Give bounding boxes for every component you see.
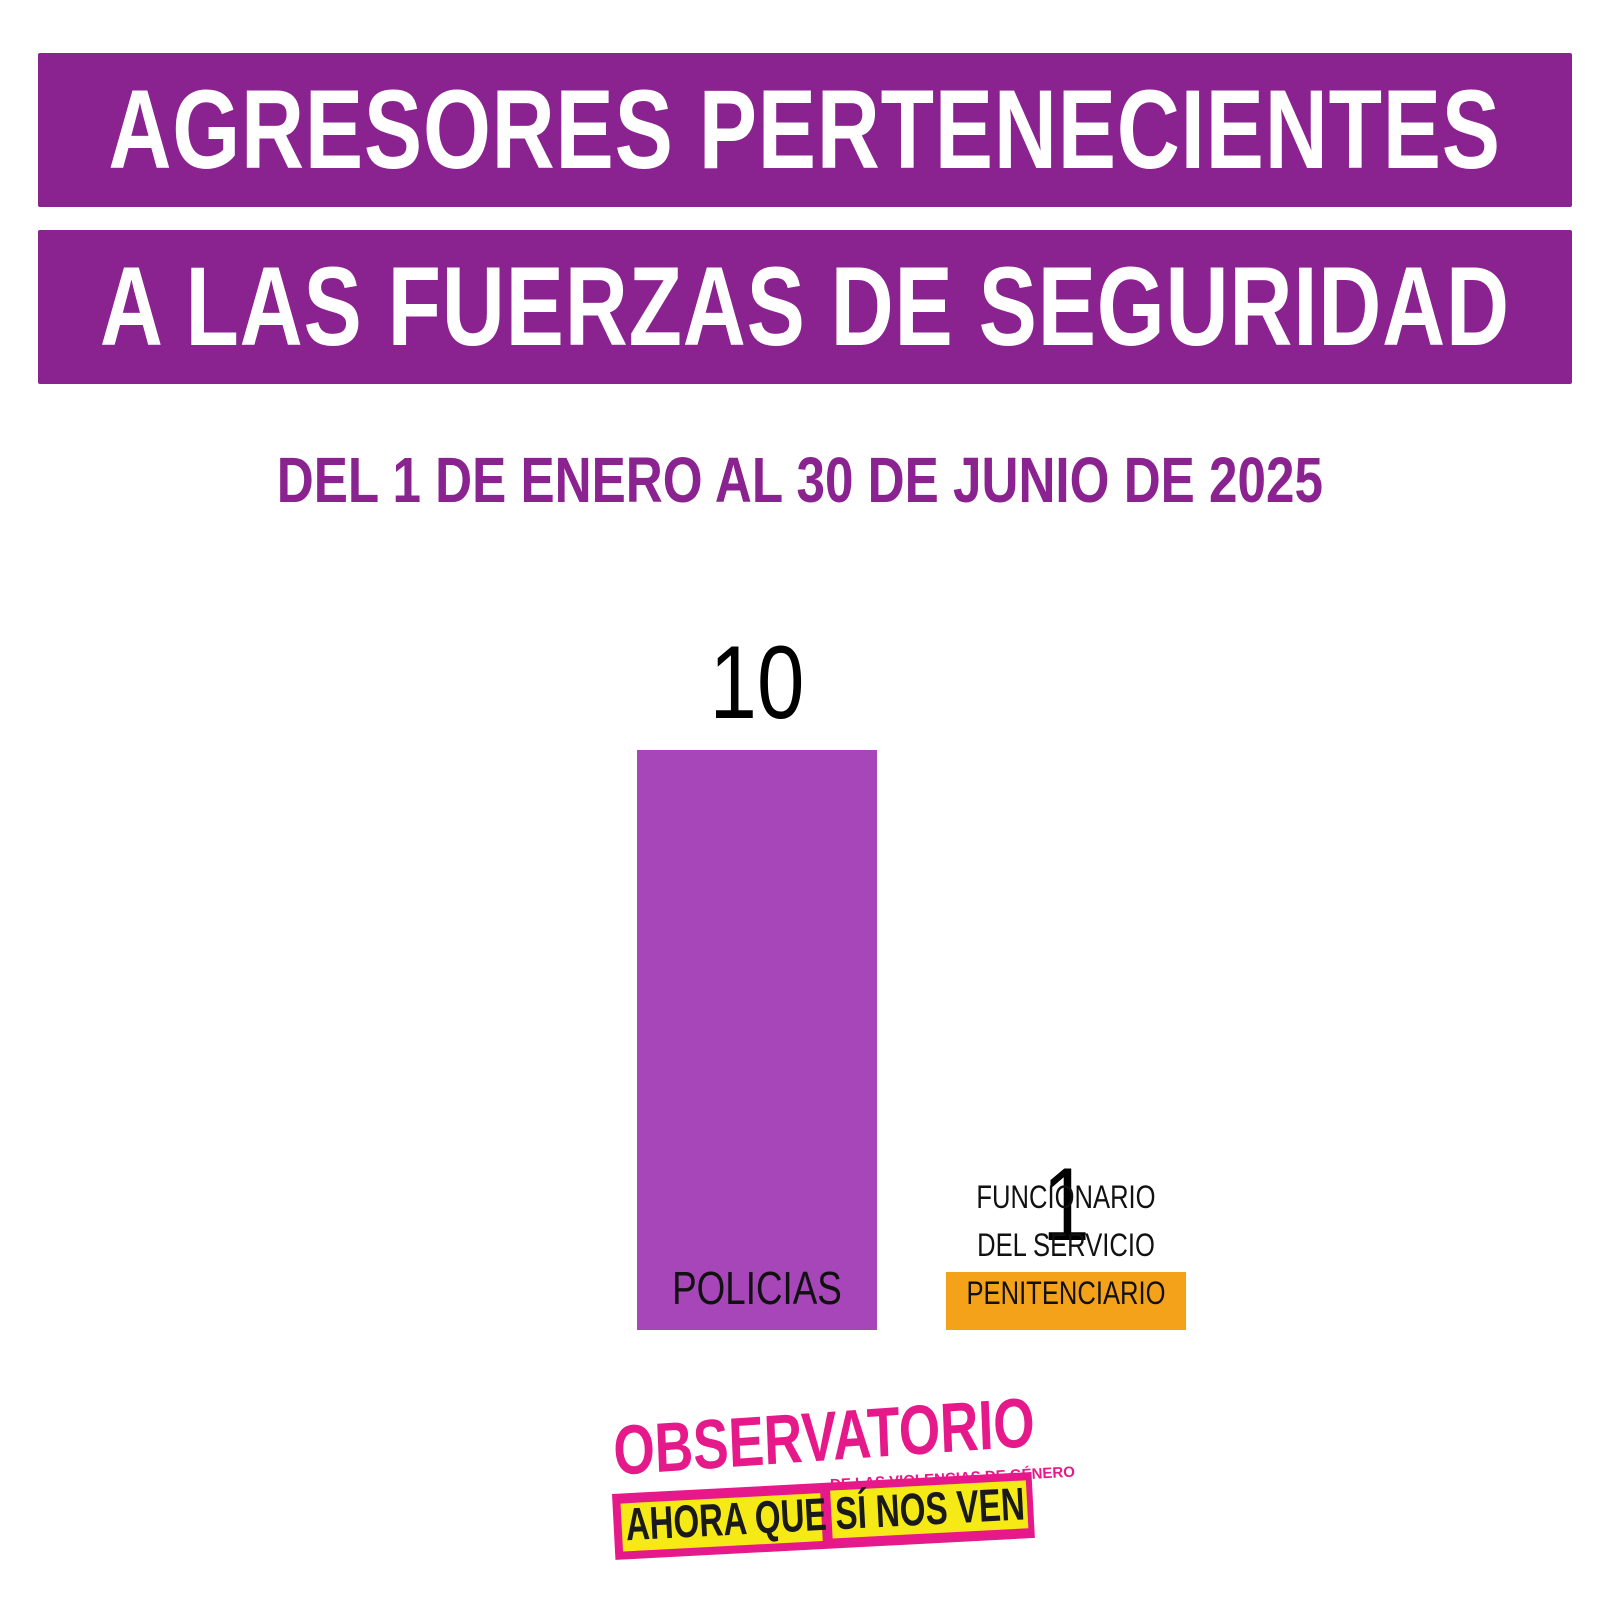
- title-band-1: AGRESORES PERTENECIENTES: [38, 53, 1572, 207]
- category-label-2-line-1: FUNCIONARIO: [976, 1180, 1155, 1215]
- observatorio-logo: OBSERVATORIO DE LAS VIOLENCIAS DE GÉNERO…: [612, 1383, 1075, 1582]
- data-label-2: 1: [1042, 1147, 1089, 1263]
- title-band-2: A LAS FUERZAS DE SEGURIDAD: [38, 230, 1572, 384]
- logo-ahora-que-text: AHORA QUE: [624, 1487, 828, 1551]
- bar-1: [637, 750, 877, 1330]
- category-label-2-line-3: PENITENCIARIO: [966, 1276, 1165, 1311]
- title-line-2: A LAS FUERZAS DE SEGURIDAD: [99, 244, 1511, 369]
- logo-si-nos-ven-text: SÍ NOS VEN: [833, 1477, 1026, 1540]
- title-line-1: AGRESORES PERTENECIENTES: [108, 67, 1502, 192]
- date-range-subtitle: DEL 1 DE ENERO AL 30 DE JUNIO DE 2025: [0, 448, 1600, 512]
- category-label-2-line-2: DEL SERVICIO: [977, 1228, 1155, 1263]
- bar-2: [946, 1272, 1186, 1330]
- date-range-text: DEL 1 DE ENERO AL 30 DE JUNIO DE 2025: [276, 444, 1324, 516]
- data-label-1: 10: [710, 625, 805, 741]
- category-label-1-line-1: POLICIAS: [672, 1262, 842, 1314]
